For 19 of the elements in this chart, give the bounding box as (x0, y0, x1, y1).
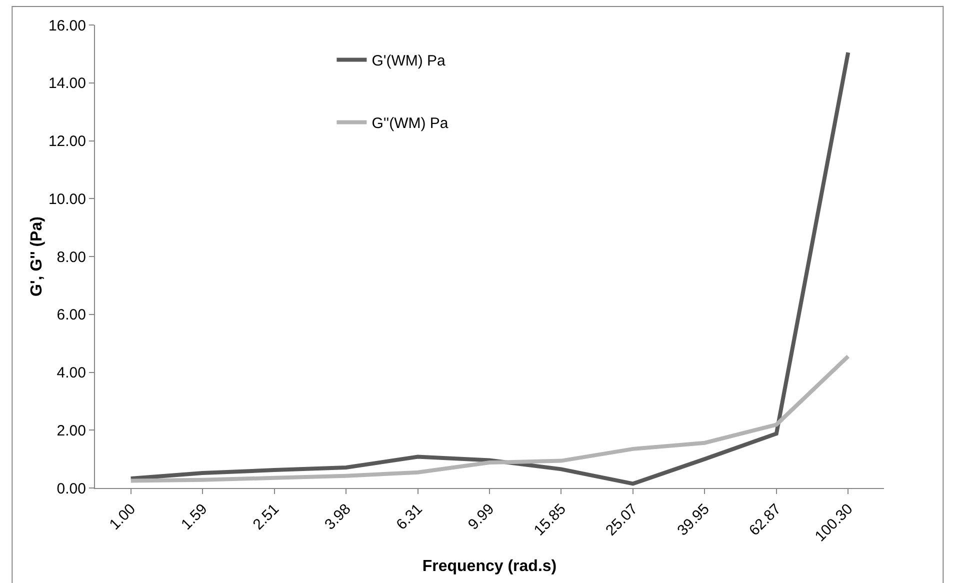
y-tick-label: 16.00 (48, 17, 86, 34)
y-axis-title: G', G'' (Pa) (28, 216, 46, 296)
line-series (128, 354, 850, 483)
x-axis-title: Frequency (rad.s) (422, 558, 557, 575)
y-tick-label: 12.00 (48, 133, 86, 150)
y-tick-label: 10.00 (48, 190, 86, 208)
line-series (128, 50, 850, 486)
x-tick-label: 3.98 (322, 500, 354, 534)
x-tick-label: 2.51 (250, 500, 282, 534)
x-tick-label: 9.99 (464, 500, 498, 534)
legend-label: G'(WM) Pa (372, 52, 446, 70)
y-tick-label: 14.00 (48, 75, 86, 92)
y-tick-label: 8.00 (56, 248, 86, 266)
y-tick-label: 0.00 (56, 480, 86, 498)
x-tick-label: 6.31 (393, 500, 426, 534)
y-tick-label: 2.00 (56, 422, 86, 440)
y-tick-label: 4.00 (56, 364, 86, 382)
y-tick-label: 6.00 (56, 306, 86, 324)
legend-label: G''(WM) Pa (372, 115, 449, 132)
